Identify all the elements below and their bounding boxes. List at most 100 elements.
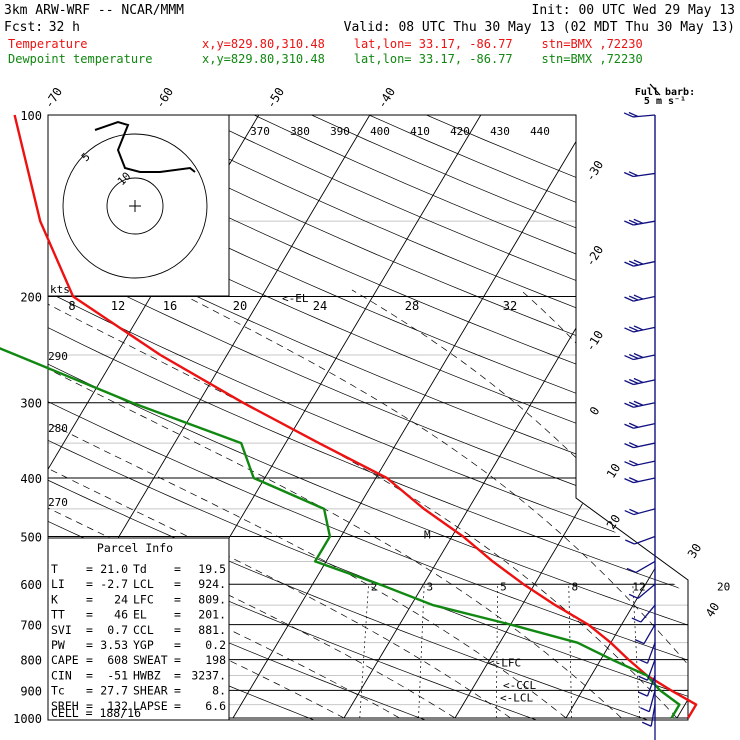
mixing-ratio-line xyxy=(359,584,369,719)
svg-text:=: = xyxy=(86,562,93,576)
parcel-info-row: K = 24 LFC = 809. xyxy=(51,592,226,606)
svg-text:6.6: 6.6 xyxy=(205,699,226,713)
svg-text:=: = xyxy=(86,577,93,591)
pressure-label: 200 xyxy=(20,291,42,305)
full-barb-sample xyxy=(649,83,661,96)
theta-label: 270 xyxy=(48,496,68,509)
svg-text:=: = xyxy=(174,668,181,682)
svg-text:881.: 881. xyxy=(198,623,226,637)
svg-text:201.: 201. xyxy=(198,608,226,622)
hodograph-ring xyxy=(62,133,208,279)
pressure-label: 1000 xyxy=(13,712,42,726)
svg-text:=: = xyxy=(86,638,93,652)
svg-text:3237.: 3237. xyxy=(191,668,226,682)
right-mask xyxy=(576,115,740,740)
wind-barb xyxy=(625,535,656,545)
dry-adiabat xyxy=(48,607,316,720)
wind-barb xyxy=(624,460,656,467)
dewpoint-legend-info: x,y=829.80,310.48 lat,lon= 33.17, -86.77… xyxy=(202,52,643,66)
wind-profile xyxy=(623,83,661,740)
theta-label: 410 xyxy=(410,125,430,138)
svg-text:CCL: CCL xyxy=(133,623,154,637)
svg-text:LFC: LFC xyxy=(133,592,154,606)
parcel-info-cell: CELL = 188/16 xyxy=(51,706,141,720)
wind-barb xyxy=(624,400,656,408)
wind-barb xyxy=(624,477,656,484)
moist-adiabat xyxy=(48,303,678,719)
wind-barb xyxy=(623,171,656,178)
moist-adiabat xyxy=(48,507,456,719)
speed-ring-label: 28 xyxy=(405,299,419,313)
parcel-info-row: SVI = 0.7 CCL = 881. xyxy=(51,623,226,637)
isotherm xyxy=(565,512,688,719)
level-marker: <-LFC xyxy=(488,656,521,669)
moist-adiabat xyxy=(173,289,688,666)
parcel-info-row: T = 21.0 Td = 19.5 xyxy=(51,562,226,576)
dry-adiabat xyxy=(48,327,688,592)
svg-text:0.2: 0.2 xyxy=(205,638,226,652)
pressure-label: 400 xyxy=(20,472,42,486)
top-temp-label: -70 xyxy=(42,85,65,111)
svg-text:24: 24 xyxy=(114,592,128,606)
pressure-label: 800 xyxy=(20,654,42,668)
svg-text:Td: Td xyxy=(133,562,147,576)
svg-text:=: = xyxy=(174,592,181,606)
mixing-ratio-label: 2 xyxy=(371,581,378,594)
svg-text:=: = xyxy=(86,699,93,713)
pressure-label: 900 xyxy=(20,684,42,698)
wind-barb xyxy=(628,583,656,599)
theta-label: 390 xyxy=(330,125,350,138)
valid-time: Valid: 08 UTC Thu 30 May 13 (02 MDT Thu … xyxy=(344,20,735,35)
svg-text:198: 198 xyxy=(205,653,226,667)
speed-ring-label: 20 xyxy=(233,299,247,313)
right-temp-label: 30 xyxy=(685,541,705,561)
wind-barb xyxy=(641,704,656,727)
svg-text:HWBZ: HWBZ xyxy=(133,668,161,682)
model-title: 3km ARW-WRF -- NCAR/MMM xyxy=(4,3,184,18)
svg-text:=: = xyxy=(174,577,181,591)
wind-barb xyxy=(624,325,656,333)
wind-barb xyxy=(634,624,656,645)
forecast-hour: 32 h xyxy=(49,20,80,35)
top-temp-label: -50 xyxy=(264,85,287,111)
svg-text:=: = xyxy=(174,699,181,713)
bottom-mask xyxy=(0,720,740,740)
plot-frame xyxy=(0,114,740,740)
svg-text:=: = xyxy=(86,592,93,606)
svg-text:3.53: 3.53 xyxy=(100,638,128,652)
hodograph-trace xyxy=(94,120,196,173)
svg-text:27.7: 27.7 xyxy=(100,684,128,698)
parcel-info-row: LI = -2.7 LCL = 924. xyxy=(51,577,226,591)
temperature-legend-info: x,y=829.80,310.48 lat,lon= 33.17, -86.77… xyxy=(202,37,643,51)
profile-lines xyxy=(0,114,698,719)
dewpoint-line xyxy=(0,347,681,719)
right-temp-label: 10 xyxy=(604,461,624,481)
full-barb-label: Full barb: xyxy=(635,87,695,98)
mixing-ratio-line xyxy=(495,584,499,719)
dry-adiabat xyxy=(48,439,688,697)
wind-barb xyxy=(624,218,656,226)
level-marker: <-EL xyxy=(282,292,309,305)
dry-adiabat xyxy=(48,127,688,407)
wind-barb xyxy=(640,690,656,713)
svg-text:YGP: YGP xyxy=(133,638,154,652)
mixing-ratio-label: 20 xyxy=(717,581,730,594)
svg-text:Tc: Tc xyxy=(51,684,65,698)
theta-label: 370 xyxy=(250,125,270,138)
dry-adiabat xyxy=(48,401,688,661)
mixing-ratio-line xyxy=(568,584,573,719)
wind-barb xyxy=(624,259,656,267)
svg-text:=: = xyxy=(86,608,93,622)
mixing-ratio-label: 5 xyxy=(500,581,507,594)
svg-text:21.0: 21.0 xyxy=(100,562,128,576)
svg-text:46: 46 xyxy=(114,608,128,622)
parcel-info-row: CIN = -51 HWBZ = 3237. xyxy=(51,668,226,682)
svg-text:LI: LI xyxy=(51,577,65,591)
pressure-label: 500 xyxy=(20,530,42,544)
parcel-info-row: SREH = 132 LAPSE = 6.6 xyxy=(51,699,226,713)
dry-adiabat xyxy=(48,363,688,626)
dry-adiabat xyxy=(48,479,649,720)
svg-text:=: = xyxy=(174,684,181,698)
